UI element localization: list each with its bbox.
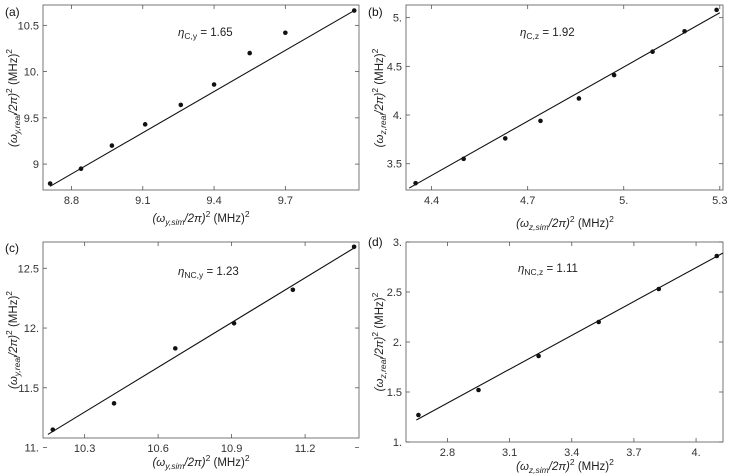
y-axis-label: (ωz,real/2π)2 (MHz)2 (370, 48, 388, 147)
y-tick-label: 9 (33, 159, 39, 171)
plot-frame (405, 4, 724, 191)
data-point (351, 244, 357, 250)
data-point (714, 253, 720, 259)
y-axis-label: (ωy,real/2π)2 (MHz)2 (4, 49, 22, 147)
x-tick-label: 5.3 (712, 195, 727, 207)
panel-label: (a) (5, 5, 20, 19)
x-tick-label: 4.7 (520, 195, 535, 207)
x-tick-label: 10.9 (221, 443, 242, 455)
x-axis-label: (ωz,sim/2π)2 (MHz)2 (516, 214, 614, 232)
data-point (596, 319, 601, 325)
x-tick-label: 9.1 (135, 195, 150, 207)
plot-frame (42, 241, 360, 439)
x-tick-label: 10.3 (74, 443, 95, 455)
x-tick-label: 10.6 (147, 443, 168, 455)
data-point (178, 102, 184, 108)
fit-line (47, 247, 355, 435)
plot-frame (42, 4, 360, 191)
y-tick-label: 12. (24, 323, 39, 335)
data-point (50, 427, 56, 432)
eta-annotation: ηNC,z = 1.11 (518, 263, 578, 277)
data-point (461, 156, 466, 162)
x-tick-label: 4. (691, 447, 700, 459)
y-tick-label: 11. (25, 443, 39, 455)
panel-label: (b) (368, 5, 383, 19)
eta-annotation: ηC,y = 1.65 (178, 27, 233, 41)
panel-d: 2.8 3.1 3.4 3.7 4. 1. 1.5 2. 2.5 3. (d) ηNC,z = 1.1… (368, 235, 724, 475)
data-point (416, 412, 421, 418)
data-point (231, 320, 237, 326)
y-tick-label: 10. (24, 67, 39, 79)
x-tick-label: 3.1 (502, 447, 517, 459)
data-point (247, 50, 253, 56)
data-point (109, 143, 115, 148)
panel-label: (d) (368, 235, 383, 249)
panel-label: (c) (5, 241, 19, 255)
y-tick-label: 2.5 (387, 287, 402, 299)
x-tick-label: 9.4 (206, 195, 221, 207)
x-tick-label: 3.4 (564, 447, 579, 459)
data-point (538, 118, 543, 124)
data-point (476, 387, 481, 393)
data-point (413, 180, 418, 186)
data-point (47, 181, 53, 186)
eta-annotation: ηC,z = 1.92 (520, 27, 575, 41)
fit-line (49, 10, 355, 187)
fit-line (408, 12, 721, 189)
panel-a: 8.8 9.1 9.4 9.7 9 9.5 10. 10.5(a) ηC,y = 1.65 (ωy… (4, 4, 360, 227)
panel-c: 10.3 10.6 10.9 11.2 11. 11.5 12. 12.5 (c) ηNC,y =… (4, 241, 360, 471)
y-axis-label: (ωy,real/2π)2 (MHz)2 (4, 291, 22, 389)
data-point (172, 346, 178, 351)
data-point (611, 72, 617, 78)
y-tick-label: 1.5 (387, 387, 402, 399)
data-point (656, 286, 662, 292)
panel-b: 4.4 4.7 5. 5.3 3.5 4. 4.5 5. (b) ηC,z = 1.92 (ωz,s… (368, 4, 727, 232)
y-tick-label: 12.5 (18, 263, 39, 275)
y-tick-label: 4.5 (387, 61, 402, 73)
eta-annotation: ηNC,y = 1.23 (178, 266, 239, 280)
y-tick-label: 5. (393, 13, 402, 25)
data-point (211, 82, 217, 87)
x-tick-label: 3.7 (626, 447, 641, 459)
x-axis-label: (ωy,sim/2π)2 (MHz)2 (152, 453, 249, 471)
x-axis-label: (ωz,sim/2π)2 (MHz)2 (516, 457, 614, 475)
data-point (78, 166, 84, 172)
x-tick-label: 9.7 (278, 195, 293, 207)
data-point (682, 28, 687, 34)
y-tick-label: 11.5 (18, 383, 39, 395)
data-point (351, 8, 357, 13)
y-axis-label: (ωz,real/2π)2 (MHz)2 (370, 292, 388, 391)
data-point (502, 136, 508, 141)
y-tick-label: 2. (393, 337, 402, 349)
y-tick-label: 9.5 (24, 113, 39, 125)
x-tick-label: 4.4 (424, 195, 439, 207)
y-tick-label: 1. (393, 437, 402, 449)
x-tick-label: 2.8 (440, 447, 455, 459)
data-point (111, 401, 117, 406)
data-point (536, 353, 541, 359)
y-tick-label: 4. (393, 110, 402, 122)
data-point (650, 49, 655, 55)
data-point (142, 122, 148, 127)
data-point (714, 7, 719, 13)
x-tick-label: 11.2 (295, 443, 316, 455)
y-tick-label: 3.5 (387, 159, 402, 171)
x-tick-label: 8.8 (64, 195, 79, 207)
x-axis-label: (ωy,sim/2π)2 (MHz)2 (152, 209, 249, 227)
y-tick-label: 3. (393, 237, 402, 249)
y-tick-label: 10.5 (18, 20, 39, 32)
data-point (283, 30, 288, 36)
fit-line (416, 252, 724, 421)
x-tick-label: 5. (619, 195, 628, 207)
data-point (576, 96, 582, 101)
data-point (290, 287, 296, 293)
